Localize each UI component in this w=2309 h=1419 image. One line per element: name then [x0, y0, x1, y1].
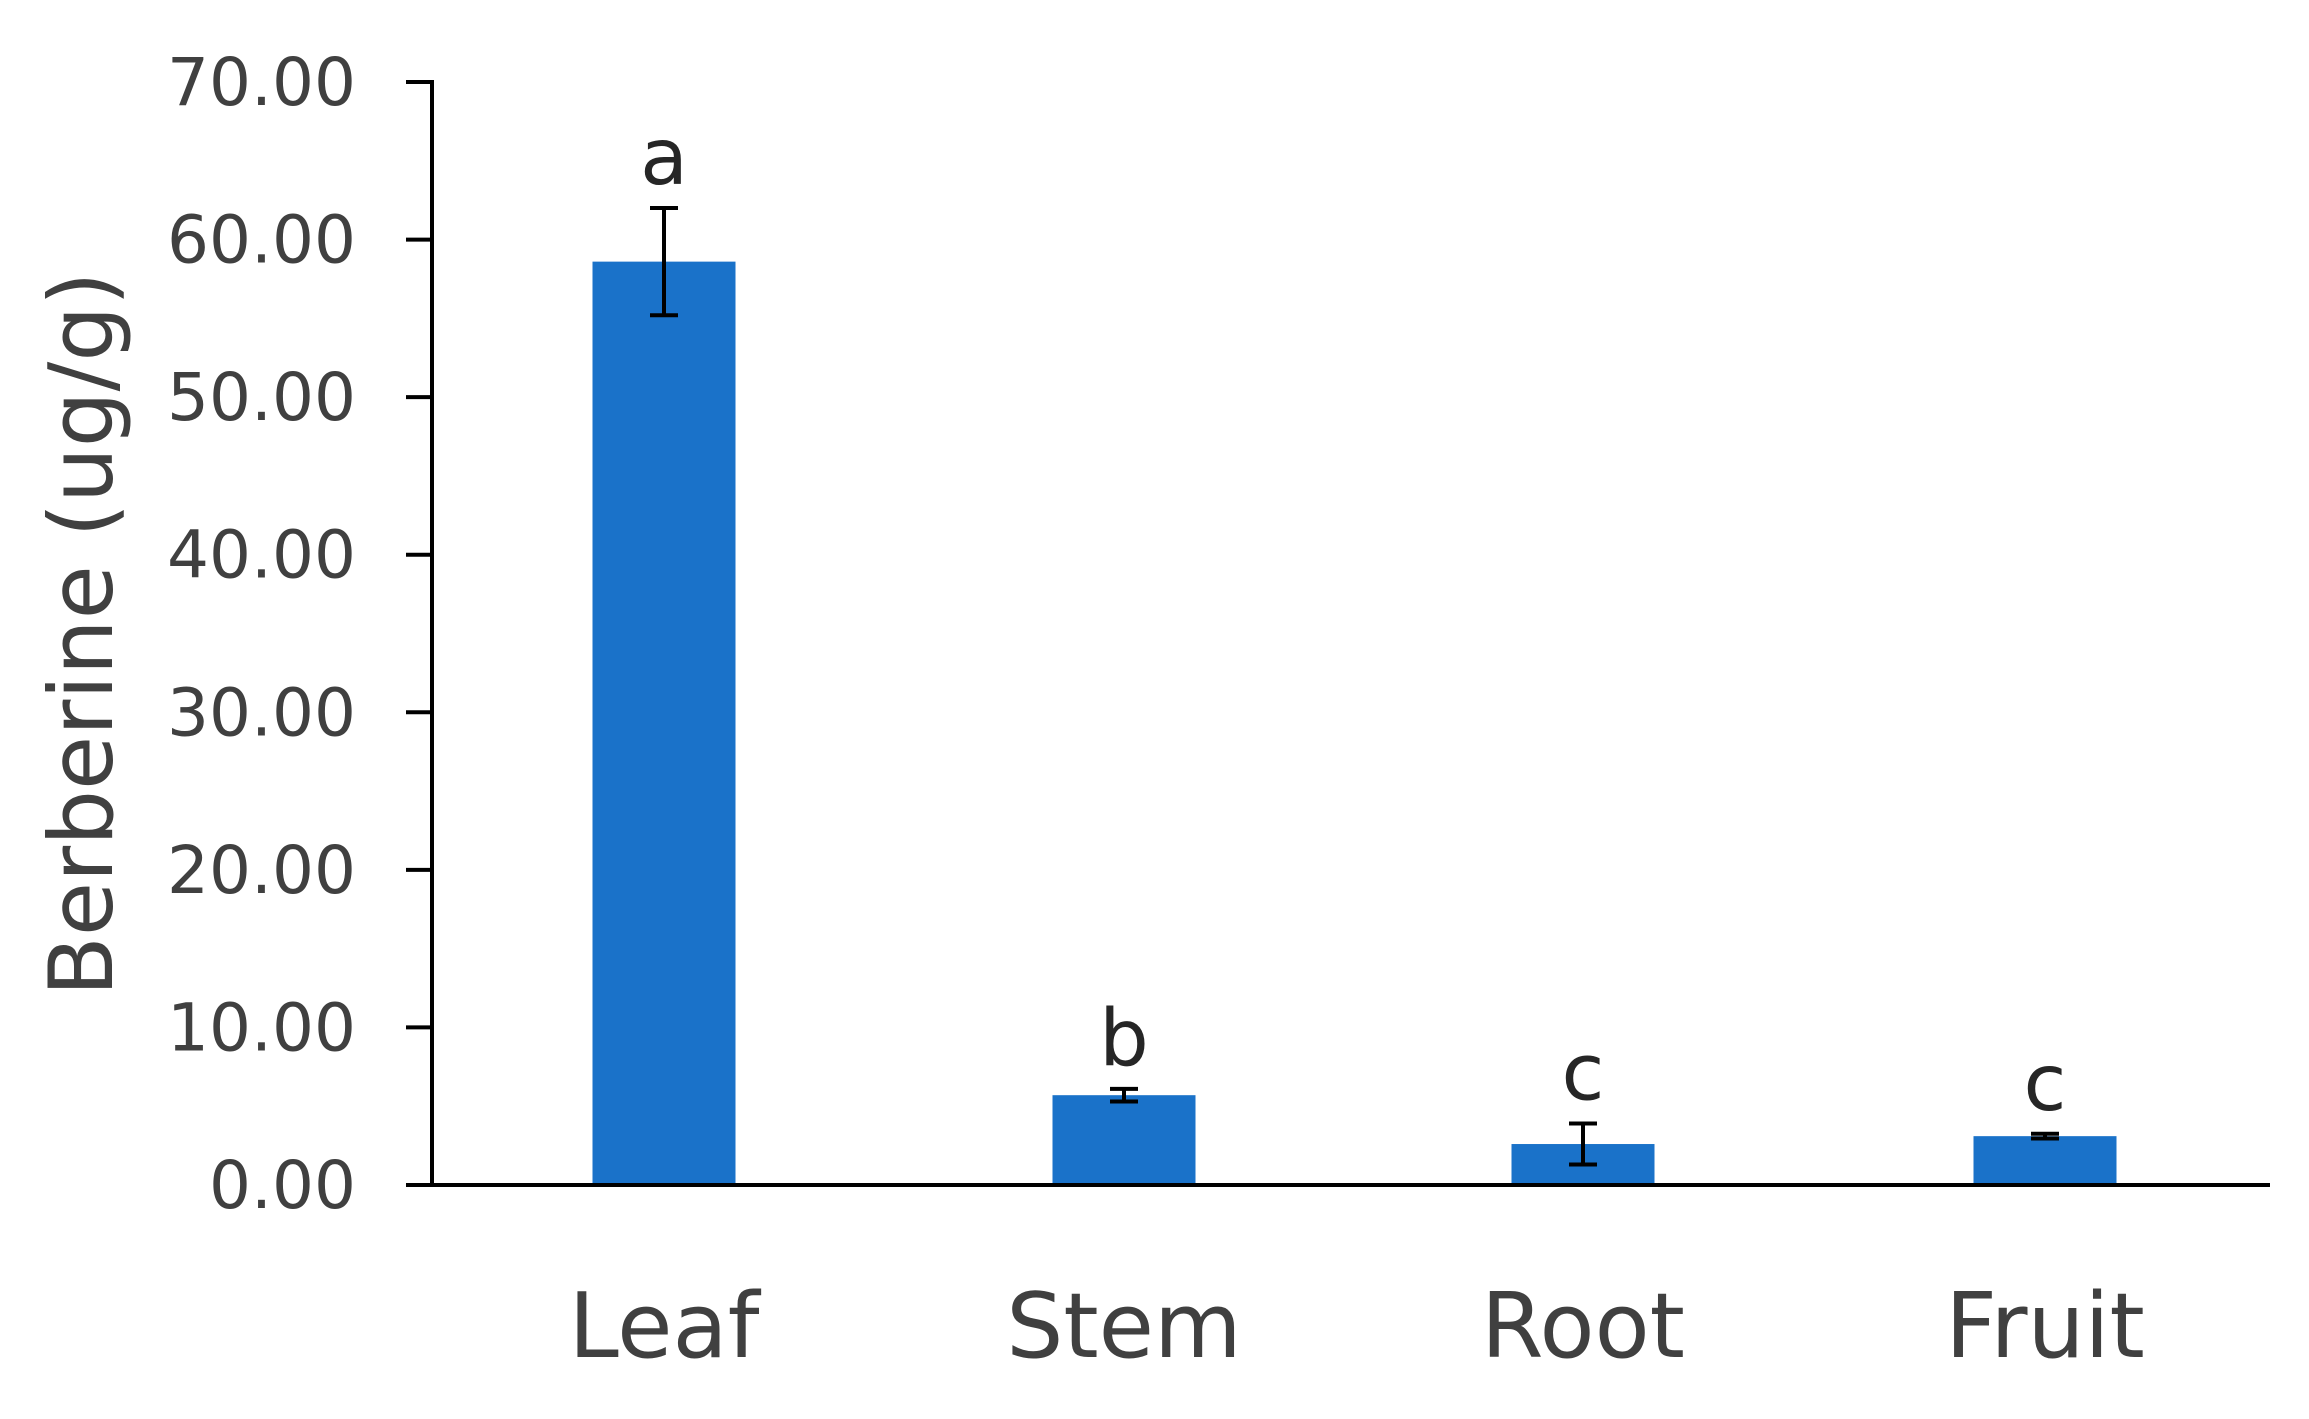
x-tick-label-leaf: Leaf: [569, 1274, 762, 1379]
error-bar-leaf: [650, 206, 678, 318]
y-tick-label: 0.00: [209, 1147, 356, 1224]
error-bar-fruit: [2031, 1131, 2059, 1141]
y-tick-label: 30.00: [167, 674, 356, 751]
y-tick-label: 40.00: [167, 517, 356, 594]
y-ticks-layer: 0.00 10.00 20.00 30.00 40.00 50.00 60.00 70.00: [167, 44, 432, 1224]
y-tick-label: 20.00: [167, 832, 356, 909]
x-tick-label-stem: Stem: [1006, 1274, 1241, 1379]
axes-layer: [430, 80, 2270, 1187]
x-tick-label-fruit: Fruit: [1945, 1274, 2145, 1379]
bar-leaf: [592, 261, 736, 1185]
y-tick-label: 60.00: [167, 202, 356, 279]
bar-fruit: [1973, 1136, 2117, 1185]
significance-label-root: c: [1562, 1029, 1605, 1119]
significance-labels-layer: a b c c: [640, 113, 2066, 1129]
bar-stem: [1052, 1095, 1196, 1185]
significance-label-leaf: a: [640, 113, 688, 203]
error-bar-root: [1569, 1121, 1597, 1167]
bars-layer: [592, 261, 2117, 1185]
y-tick-label: 50.00: [167, 359, 356, 436]
error-bars-layer: [650, 206, 2059, 1167]
significance-label-stem: b: [1099, 994, 1149, 1084]
y-tick-label: 10.00: [167, 989, 356, 1066]
x-tick-label-root: Root: [1481, 1274, 1685, 1379]
significance-label-fruit: c: [2024, 1039, 2067, 1129]
error-bar-stem: [1110, 1086, 1138, 1104]
y-tick-label: 70.00: [167, 44, 356, 121]
y-axis-title: Berberine (ug/g): [30, 271, 133, 996]
x-labels-layer: Leaf Stem Root Fruit: [569, 1274, 2145, 1379]
